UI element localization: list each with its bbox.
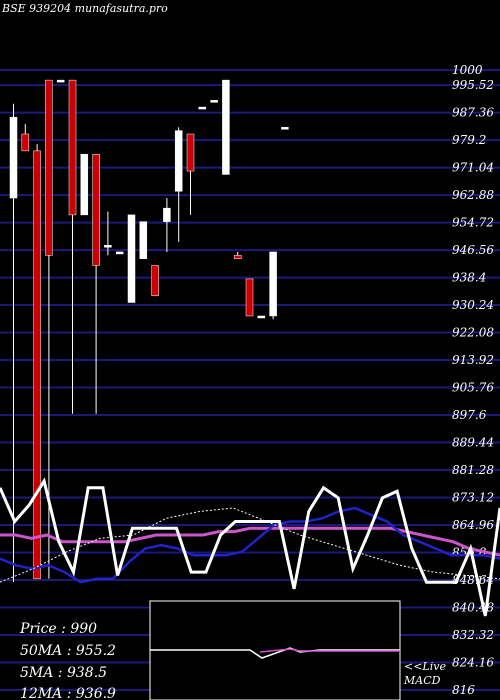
candle-body: [163, 207, 171, 222]
candle-body: [9, 116, 18, 199]
y-tick-label: 1000: [452, 63, 483, 77]
moving-average-lines: [0, 477, 500, 617]
candle-body: [92, 153, 100, 266]
y-tick-label: 824.16: [452, 656, 494, 670]
y-tick-label: 995.52: [452, 78, 494, 92]
y-tick-label: 873.12: [452, 491, 494, 505]
ma-long-line: [0, 526, 500, 557]
ma-slow-line: [0, 506, 500, 584]
y-tick-label: 889.44: [452, 436, 494, 450]
candle-body: [222, 79, 230, 175]
y-tick-label: 930.24: [452, 298, 494, 312]
candle-body: [186, 133, 195, 172]
y-tick-label: 905.76: [452, 381, 494, 395]
candle-body: [210, 100, 218, 103]
candle-body: [104, 244, 112, 248]
candle-body: [198, 106, 207, 110]
candle-body: [45, 79, 53, 256]
y-tick-label: 946.56: [452, 243, 494, 257]
y-tick-label: 979.2: [452, 133, 486, 147]
y-tick-label: 832.32: [452, 628, 494, 642]
candle-body: [127, 214, 136, 303]
y-tick-label: 962.88: [452, 188, 494, 202]
candle-body: [245, 278, 254, 317]
macd-label-live: <<Live: [404, 660, 446, 673]
y-tick-label: 954.72: [452, 216, 494, 230]
y-tick-label: 971.04: [452, 161, 494, 175]
candle-body: [139, 221, 148, 259]
y-tick-label: 987.36: [452, 106, 494, 120]
candle-body: [151, 265, 159, 297]
y-tick-label: 897.6: [452, 408, 487, 422]
ma12-label: 12MA : 936.9: [20, 686, 116, 700]
ma5-label: 5MA : 938.5: [20, 665, 107, 681]
candle-body: [33, 150, 41, 580]
candle-body: [21, 133, 30, 152]
ma-dotted-line: [0, 507, 500, 583]
macd-lines: [150, 647, 400, 659]
candlesticks: [9, 79, 289, 583]
macd-line: [150, 647, 400, 659]
macd-label: MACD: [403, 674, 441, 687]
ma50-label: 50MA : 955.2: [20, 643, 116, 659]
candle-body: [174, 130, 183, 192]
candle-body: [233, 255, 242, 259]
candle-body: [269, 251, 277, 317]
candle-body: [80, 153, 89, 216]
price-label: Price : 990: [19, 621, 97, 637]
y-tick-label: 922.08: [452, 326, 494, 340]
candle-body: [115, 251, 124, 255]
candle-body: [281, 127, 289, 130]
candle-body: [68, 79, 77, 216]
y-tick-label: 848.64: [452, 573, 494, 587]
macd-signal-line: [259, 648, 400, 653]
candle-body: [56, 79, 65, 83]
y-tick-label: 864.96: [452, 518, 494, 532]
chart-title: BSE 939204 munafasutra.pro: [1, 2, 168, 15]
y-tick-label: 881.28: [452, 463, 494, 477]
candle-body: [257, 315, 266, 319]
y-tick-label: 913.92: [452, 353, 494, 367]
y-tick-label: 816: [452, 683, 475, 697]
ma-fast-line: [0, 477, 500, 617]
y-tick-label: 938.4: [452, 271, 486, 285]
